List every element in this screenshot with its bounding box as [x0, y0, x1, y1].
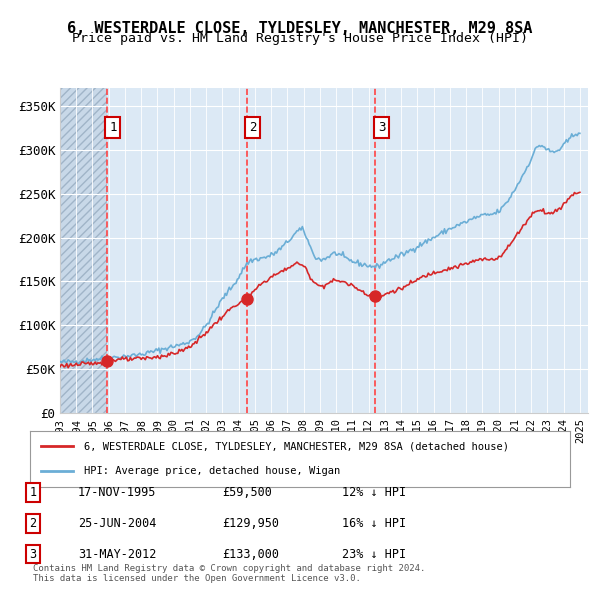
Text: £133,000: £133,000	[222, 548, 279, 560]
Text: £129,950: £129,950	[222, 517, 279, 530]
Text: 3: 3	[378, 121, 385, 134]
Text: 2: 2	[249, 121, 256, 134]
Text: 1: 1	[109, 121, 117, 134]
Text: £59,500: £59,500	[222, 486, 272, 499]
Bar	[60, 88, 107, 413]
Text: 1: 1	[29, 486, 37, 499]
Text: HPI: Average price, detached house, Wigan: HPI: Average price, detached house, Wiga…	[84, 466, 340, 476]
Text: Price paid vs. HM Land Registry's House Price Index (HPI): Price paid vs. HM Land Registry's House …	[72, 32, 528, 45]
Text: 2: 2	[29, 517, 37, 530]
Text: 12% ↓ HPI: 12% ↓ HPI	[342, 486, 406, 499]
Text: 16% ↓ HPI: 16% ↓ HPI	[342, 517, 406, 530]
Text: 6, WESTERDALE CLOSE, TYLDESLEY, MANCHESTER, M29 8SA: 6, WESTERDALE CLOSE, TYLDESLEY, MANCHEST…	[67, 21, 533, 35]
Text: Contains HM Land Registry data © Crown copyright and database right 2024.
This d: Contains HM Land Registry data © Crown c…	[33, 563, 425, 583]
Text: 23% ↓ HPI: 23% ↓ HPI	[342, 548, 406, 560]
Text: 6, WESTERDALE CLOSE, TYLDESLEY, MANCHESTER, M29 8SA (detached house): 6, WESTERDALE CLOSE, TYLDESLEY, MANCHEST…	[84, 441, 509, 451]
Text: 3: 3	[29, 548, 37, 560]
Text: 31-MAY-2012: 31-MAY-2012	[78, 548, 157, 560]
Text: 25-JUN-2004: 25-JUN-2004	[78, 517, 157, 530]
Text: 17-NOV-1995: 17-NOV-1995	[78, 486, 157, 499]
